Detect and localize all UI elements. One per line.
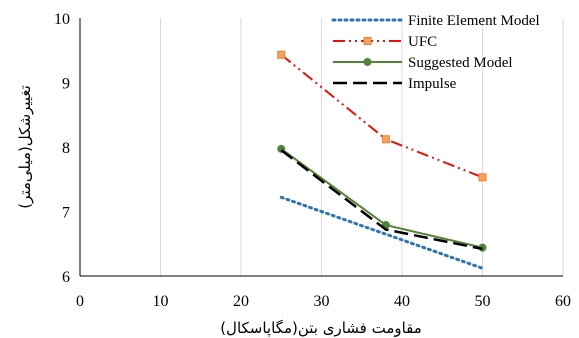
series-line-impulse bbox=[280, 149, 483, 251]
legend-label-finite-element-model: Finite Element Model bbox=[408, 13, 540, 29]
series-impulse bbox=[280, 149, 483, 251]
legend-label-impulse: Impulse bbox=[408, 76, 457, 92]
y-tick-label-9: 9 bbox=[62, 76, 70, 93]
y-tick-label-8: 8 bbox=[62, 140, 70, 157]
x-tick-label-0: 0 bbox=[76, 293, 84, 310]
y-tick-label-7: 7 bbox=[62, 205, 70, 222]
legend-marker-suggested-model bbox=[363, 58, 372, 66]
series-finite-element-model bbox=[279, 195, 484, 270]
x-tick-label-60: 60 bbox=[555, 293, 571, 310]
legend-label-ufc: UFC bbox=[408, 34, 437, 50]
series-group bbox=[277, 50, 487, 270]
x-tick-label-40: 40 bbox=[394, 293, 410, 310]
data-point-ufc-0 bbox=[277, 50, 286, 59]
axes bbox=[79, 18, 563, 277]
data-point-ufc-1 bbox=[381, 135, 390, 144]
series-suggested-model bbox=[277, 144, 487, 252]
x-tick-label-20: 20 bbox=[233, 293, 249, 310]
y-tick-label-6: 6 bbox=[62, 269, 70, 286]
series-ufc bbox=[277, 50, 487, 182]
x-tick-label-50: 50 bbox=[475, 293, 491, 310]
x-axis-title: مقاومت فشاری بتن(مگاپاسکال) bbox=[220, 319, 422, 338]
y-tick-label-10: 10 bbox=[54, 11, 70, 28]
x-tick-label-10: 10 bbox=[153, 293, 169, 310]
series-line-finite-element-model bbox=[279, 195, 484, 270]
y-axis-title: تغییرشکل(میلی‌متر) bbox=[16, 85, 34, 209]
series-line-ufc bbox=[280, 53, 483, 179]
legend-marker-ufc bbox=[363, 37, 372, 45]
legend: Finite Element Model UFC Suggested Model Im… bbox=[331, 13, 540, 92]
x-tick-label-30: 30 bbox=[314, 293, 330, 310]
legend-label-suggested-model: Suggested Model bbox=[408, 55, 513, 71]
tick-labels: 0 10 20 30 40 50 60 6 7 8 9 10 bbox=[54, 11, 571, 310]
data-point-ufc-2 bbox=[478, 173, 487, 182]
